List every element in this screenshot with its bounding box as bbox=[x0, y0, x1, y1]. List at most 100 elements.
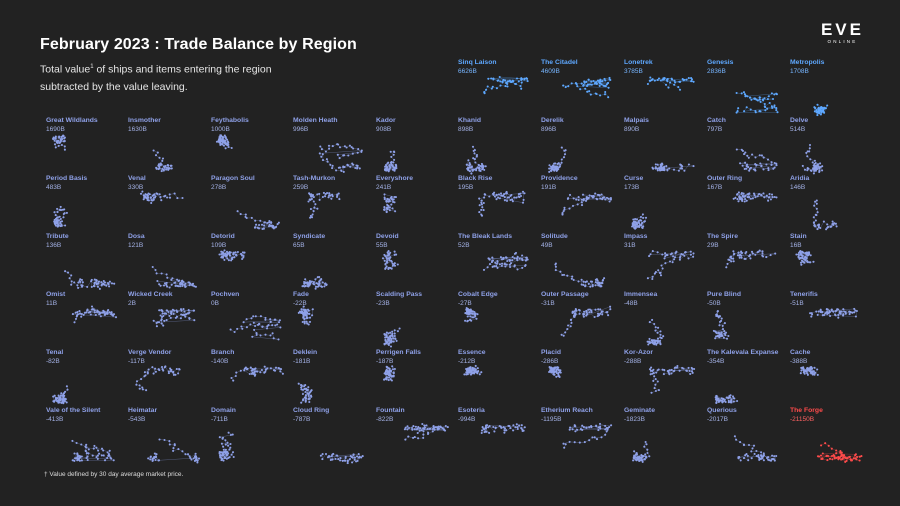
star-system-dot bbox=[229, 254, 232, 257]
star-system-dot bbox=[673, 366, 676, 369]
star-system-dot bbox=[740, 254, 743, 257]
star-system-dot bbox=[759, 162, 762, 165]
star-system-dot bbox=[761, 254, 764, 257]
star-system-dot bbox=[762, 168, 765, 171]
star-system-dot bbox=[653, 375, 656, 378]
star-system-dot bbox=[472, 157, 475, 160]
star-system-dot bbox=[163, 319, 166, 322]
eve-online-logo: EVE ONLINE bbox=[821, 21, 864, 44]
star-system-dot bbox=[60, 135, 63, 139]
star-system-dot bbox=[59, 225, 62, 228]
star-system-dot bbox=[834, 314, 837, 317]
star-system-dot bbox=[383, 196, 386, 199]
star-system-dot bbox=[675, 250, 678, 254]
star-system-dot bbox=[181, 196, 184, 200]
region-fade: Fade -22B bbox=[293, 291, 373, 347]
star-system-dot bbox=[569, 318, 572, 322]
star-system-dot bbox=[222, 139, 225, 143]
star-system-dot bbox=[670, 368, 673, 371]
star-system-dot bbox=[225, 138, 229, 141]
star-system-dot bbox=[553, 162, 556, 165]
star-system-dot bbox=[258, 223, 261, 227]
star-system-dot bbox=[87, 452, 90, 455]
star-system-dot bbox=[830, 309, 833, 312]
star-system-dot bbox=[384, 163, 388, 167]
star-system-dot bbox=[325, 158, 328, 161]
star-system-dot bbox=[167, 168, 170, 171]
star-system-dot bbox=[64, 398, 67, 401]
star-system-dot bbox=[391, 330, 394, 333]
star-system-dot bbox=[751, 252, 754, 255]
star-system-dot bbox=[723, 332, 726, 335]
star-system-dot bbox=[306, 312, 310, 315]
star-system-dot bbox=[560, 158, 563, 161]
star-system-dot bbox=[166, 196, 169, 199]
star-system-dot bbox=[92, 284, 95, 287]
star-system-dot bbox=[757, 193, 760, 196]
region-star-map bbox=[732, 191, 778, 203]
star-system-dot bbox=[321, 458, 324, 461]
star-system-dot bbox=[155, 272, 158, 275]
star-system-dot bbox=[653, 79, 656, 82]
star-system-dot bbox=[773, 93, 776, 96]
star-system-dot bbox=[561, 213, 564, 216]
star-system-dot bbox=[753, 452, 756, 455]
star-system-dot bbox=[762, 454, 766, 457]
star-system-dot bbox=[469, 373, 473, 376]
star-system-dot bbox=[661, 368, 664, 371]
star-system-dot bbox=[93, 311, 96, 314]
star-system-dot bbox=[351, 456, 354, 459]
star-system-dot bbox=[233, 256, 236, 259]
region-value: -212B bbox=[458, 358, 476, 365]
star-system-dot bbox=[77, 281, 80, 284]
star-system-dot bbox=[480, 214, 484, 217]
star-system-dot bbox=[570, 321, 573, 324]
star-system-dot bbox=[255, 223, 258, 226]
star-system-dot bbox=[385, 334, 388, 338]
region-star-map bbox=[480, 423, 526, 435]
region-star-map bbox=[319, 452, 364, 465]
star-system-dot bbox=[309, 216, 312, 219]
star-system-dot bbox=[504, 85, 507, 88]
star-system-dot bbox=[318, 192, 321, 195]
star-system-dot bbox=[509, 198, 512, 202]
star-system-dot bbox=[56, 216, 59, 219]
star-system-dot bbox=[260, 223, 264, 226]
star-system-dot bbox=[231, 258, 234, 261]
star-system-dot bbox=[312, 200, 315, 203]
star-system-dot bbox=[389, 150, 392, 153]
star-system-dot bbox=[646, 277, 649, 280]
star-system-dot bbox=[154, 195, 157, 198]
star-system-dot bbox=[740, 256, 743, 259]
star-system-dot bbox=[570, 82, 573, 85]
star-system-dot bbox=[112, 313, 116, 316]
star-system-dot bbox=[271, 224, 274, 227]
star-system-dot bbox=[801, 164, 804, 167]
star-system-dot bbox=[680, 167, 683, 170]
star-system-dot bbox=[754, 169, 757, 172]
star-system-dot bbox=[806, 372, 809, 375]
region-name: Malpais bbox=[624, 117, 649, 124]
star-system-dot bbox=[473, 310, 476, 314]
star-system-dot bbox=[593, 315, 596, 319]
star-system-dot bbox=[585, 311, 588, 314]
star-system-dot bbox=[54, 137, 57, 140]
star-system-dot bbox=[259, 371, 262, 374]
region-star-map bbox=[465, 145, 487, 175]
star-system-dot bbox=[432, 426, 435, 430]
star-system-dot bbox=[605, 196, 609, 199]
star-system-dot bbox=[341, 459, 344, 462]
star-system-dot bbox=[608, 200, 611, 203]
star-system-dot bbox=[586, 83, 590, 86]
subtitle-text-rest: of ships and items entering the region s… bbox=[40, 63, 272, 93]
star-system-dot bbox=[349, 455, 352, 458]
region-providence: Providence 191B bbox=[541, 175, 621, 231]
star-system-dot bbox=[183, 284, 186, 287]
star-system-dot bbox=[80, 459, 83, 462]
region-dosa: Dosa 121B bbox=[128, 233, 208, 289]
region-star-map bbox=[482, 251, 529, 271]
star-system-dot bbox=[511, 200, 514, 203]
star-system-dot bbox=[656, 331, 659, 334]
star-system-dot bbox=[720, 317, 723, 320]
star-system-dot bbox=[383, 193, 386, 196]
